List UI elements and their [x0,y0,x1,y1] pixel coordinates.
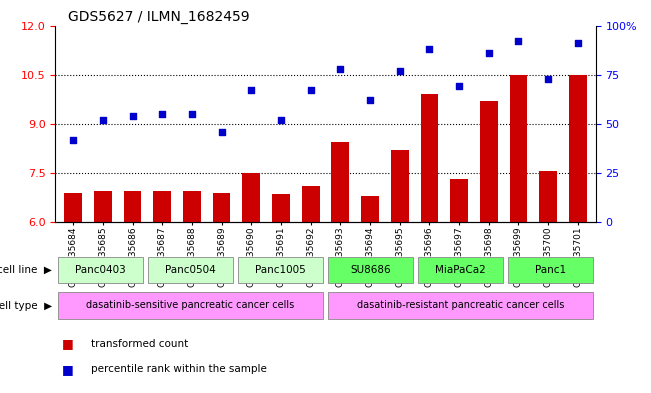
Point [305,87,316,94]
Bar [569,75,587,222]
Point [573,40,583,46]
Bar [450,180,468,222]
Point [68,136,78,143]
Text: dasatinib-sensitive pancreatic cancer cells: dasatinib-sensitive pancreatic cancer ce… [87,300,294,310]
Point [98,117,108,123]
Bar [272,194,290,222]
Text: ■: ■ [62,363,74,376]
Bar [328,292,593,319]
Bar [480,101,498,222]
Bar [510,75,527,222]
Point [216,129,227,135]
Text: percentile rank within the sample: percentile rank within the sample [91,364,267,375]
Point [424,46,435,52]
Text: Panc0504: Panc0504 [165,264,215,275]
Text: Panc1: Panc1 [535,264,566,275]
Point [365,97,375,103]
Text: ■: ■ [62,337,74,351]
Point [157,111,167,117]
Text: cell type  ▶: cell type ▶ [0,301,52,310]
Bar [539,171,557,222]
Bar [331,142,349,222]
Point [276,117,286,123]
Bar [153,191,171,222]
Point [543,75,553,82]
Text: dasatinib-resistant pancreatic cancer cells: dasatinib-resistant pancreatic cancer ce… [357,300,564,310]
Bar [94,191,112,222]
Bar [124,191,141,222]
Bar [213,193,230,222]
Bar [361,196,379,222]
Bar [418,257,503,283]
Bar [238,257,323,283]
Point [246,87,256,94]
Text: SU8686: SU8686 [350,264,391,275]
Point [484,50,494,56]
Bar [421,94,438,222]
Bar [58,257,143,283]
Bar [328,257,413,283]
Text: transformed count: transformed count [91,339,188,349]
Bar [242,173,260,222]
Bar [148,257,233,283]
Text: Panc0403: Panc0403 [75,264,126,275]
Point [395,68,405,74]
Bar [508,257,593,283]
Text: Panc1005: Panc1005 [255,264,306,275]
Point [335,66,346,72]
Bar [64,193,82,222]
Point [513,38,523,44]
Point [454,83,464,90]
Point [128,113,138,119]
Point [187,111,197,117]
Bar [58,292,323,319]
Bar [391,150,409,222]
Text: MiaPaCa2: MiaPaCa2 [436,264,486,275]
Text: GDS5627 / ILMN_1682459: GDS5627 / ILMN_1682459 [68,10,250,24]
Bar [183,191,201,222]
Text: cell line  ▶: cell line ▶ [0,265,52,275]
Bar [302,186,320,222]
